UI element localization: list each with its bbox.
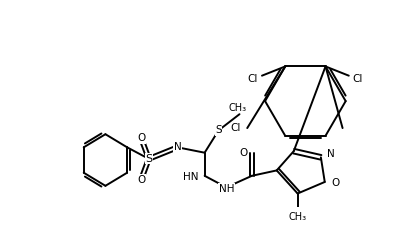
- Text: O: O: [137, 133, 145, 143]
- Text: Cl: Cl: [248, 74, 258, 84]
- Text: CH₃: CH₃: [229, 103, 247, 113]
- Text: O: O: [331, 178, 339, 188]
- Text: S: S: [145, 154, 152, 164]
- Text: NH: NH: [219, 184, 234, 194]
- Text: CH₃: CH₃: [289, 212, 307, 222]
- Text: N: N: [327, 149, 335, 159]
- Text: HN: HN: [183, 172, 198, 182]
- Text: O: O: [239, 148, 247, 158]
- Text: Cl: Cl: [353, 74, 363, 84]
- Text: S: S: [215, 125, 222, 135]
- Text: N: N: [173, 142, 181, 152]
- Text: Cl: Cl: [231, 123, 241, 133]
- Text: O: O: [137, 175, 145, 185]
